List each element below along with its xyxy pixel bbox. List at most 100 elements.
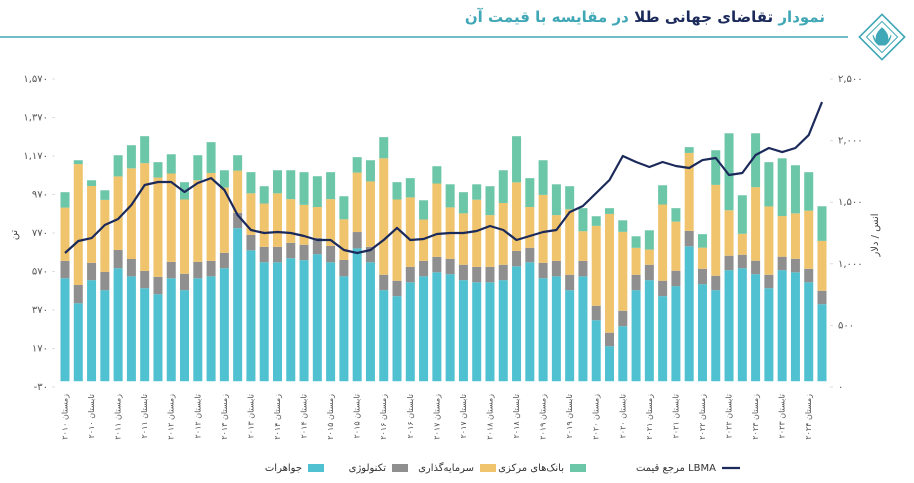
bar-segment: [392, 199, 402, 281]
bar-segment: [644, 280, 654, 382]
bar-segment: [405, 266, 415, 283]
bar-segment: [445, 258, 455, 275]
bar-segment: [644, 264, 654, 281]
bar-segment: [485, 282, 495, 382]
title-part: تقاضای جهانی طلا: [634, 8, 773, 26]
bar-segment: [724, 255, 734, 271]
x-tick-label: زمستان ۲۰۱۶: [379, 394, 388, 440]
bar-segment: [472, 282, 482, 382]
bar-segment: [591, 320, 601, 382]
bar-segment: [379, 158, 389, 275]
x-tick-label: تابستان ۲۰۱۴: [300, 394, 309, 438]
bar-segment: [485, 186, 495, 216]
bar-segment: [790, 272, 800, 382]
bar-segment: [73, 160, 83, 165]
bar-segment: [326, 245, 336, 263]
bar-segment: [73, 303, 83, 382]
x-tick-label: تابستان ۲۰۱۵: [353, 394, 362, 438]
bar-segment: [618, 326, 628, 382]
bar-segment: [419, 200, 429, 220]
bar-segment: [339, 196, 349, 220]
bar-segment: [60, 278, 70, 382]
bar-segment: [272, 246, 282, 263]
bar-segment: [790, 258, 800, 273]
x-tick-label: تابستان ۲۰۲۳: [778, 394, 787, 438]
bar-segment: [525, 178, 535, 208]
x-tick-label: زمستان ۲۰۱۸: [485, 394, 494, 440]
bar-segment: [326, 262, 336, 382]
y2-tick-label: ۱,۰۰۰: [838, 259, 863, 270]
y2-tick-label: ۵۰۰: [838, 320, 854, 331]
bar-segment: [299, 244, 309, 261]
bar-segment: [578, 260, 588, 277]
bar-segment: [352, 157, 362, 173]
bar-segment: [126, 145, 136, 169]
bar-segment: [644, 230, 654, 250]
bar-segment: [551, 184, 561, 216]
bar-segment: [219, 268, 229, 382]
bar-segment: [512, 182, 522, 251]
bar-segment: [126, 168, 136, 259]
bar-segment: [605, 213, 615, 333]
bar-segment: [591, 225, 601, 306]
bar-segment: [352, 248, 362, 382]
bar-segment: [658, 280, 668, 297]
x-tick-label: زمستان ۲۰۲۴: [804, 394, 813, 440]
legend-swatch: [392, 464, 408, 472]
bar-segment: [180, 273, 190, 291]
bar-segment: [538, 262, 548, 279]
bar-segment: [419, 260, 429, 277]
bar-segment: [312, 176, 322, 208]
bar-segment: [259, 186, 269, 204]
bar-segment: [525, 207, 535, 248]
bar-segment: [312, 207, 322, 238]
bar-segment: [658, 204, 668, 281]
bar-segment: [87, 280, 97, 382]
bar-segment: [126, 258, 136, 277]
bar-segment: [777, 158, 787, 217]
legend-label: بانک‌های مرکزی: [498, 463, 564, 474]
bar-segment: [180, 199, 190, 274]
bar-segment: [140, 288, 150, 382]
x-tick-label: تابستان ۲۰۲۱: [671, 394, 680, 438]
bar-segment: [153, 294, 163, 382]
bar-segment: [326, 172, 336, 200]
bar-segment: [472, 266, 482, 283]
bar-segment: [379, 274, 389, 291]
bar-segment: [618, 310, 628, 327]
x-tick-label: تابستان ۲۰۱۸: [512, 394, 521, 438]
bar-segment: [817, 304, 827, 382]
bar-segment: [618, 231, 628, 311]
bar-segment: [578, 208, 588, 232]
bar-segment: [631, 236, 641, 248]
bar-segment: [498, 280, 508, 382]
bar-segment: [113, 176, 123, 250]
bar-segment: [286, 242, 296, 259]
bar-segment: [631, 247, 641, 275]
x-tick-label: زمستان ۲۰۲۱: [645, 394, 654, 440]
x-tick-label: زمستان ۲۰۱۲: [167, 394, 176, 440]
bar-segment: [618, 220, 628, 232]
bar-segment: [272, 262, 282, 382]
bar-segment: [339, 259, 349, 277]
x-tick-label: تابستان ۲۰۲۰: [618, 394, 627, 438]
bar-segment: [445, 184, 455, 208]
x-tick-label: تابستان ۲۰۱۲: [193, 394, 202, 438]
bar-segment: [804, 210, 814, 269]
bar-segment: [458, 264, 468, 281]
bar-segment: [193, 261, 203, 279]
chart-title: نمودار تقاضای جهانی طلا در مقایسه با قیم…: [465, 8, 825, 26]
bar-segment: [512, 266, 522, 382]
bar-segment: [512, 250, 522, 267]
x-tick-label: زمستان ۲۰۲۲: [698, 394, 707, 440]
y2-axis-label: انس / دلار: [870, 213, 881, 257]
x-tick-label: تابستان ۲۰۱۷: [459, 394, 468, 438]
bar-segment: [432, 183, 442, 257]
bar-segment: [193, 180, 203, 262]
bar-segment: [764, 274, 774, 289]
bar-segment: [126, 276, 136, 382]
bar-segment: [153, 162, 163, 178]
bar-segment: [246, 172, 256, 194]
y2-tick-label: ۲,۰۰۰: [838, 136, 863, 147]
x-tick-label: تابستان ۲۰۱۹: [565, 394, 574, 438]
